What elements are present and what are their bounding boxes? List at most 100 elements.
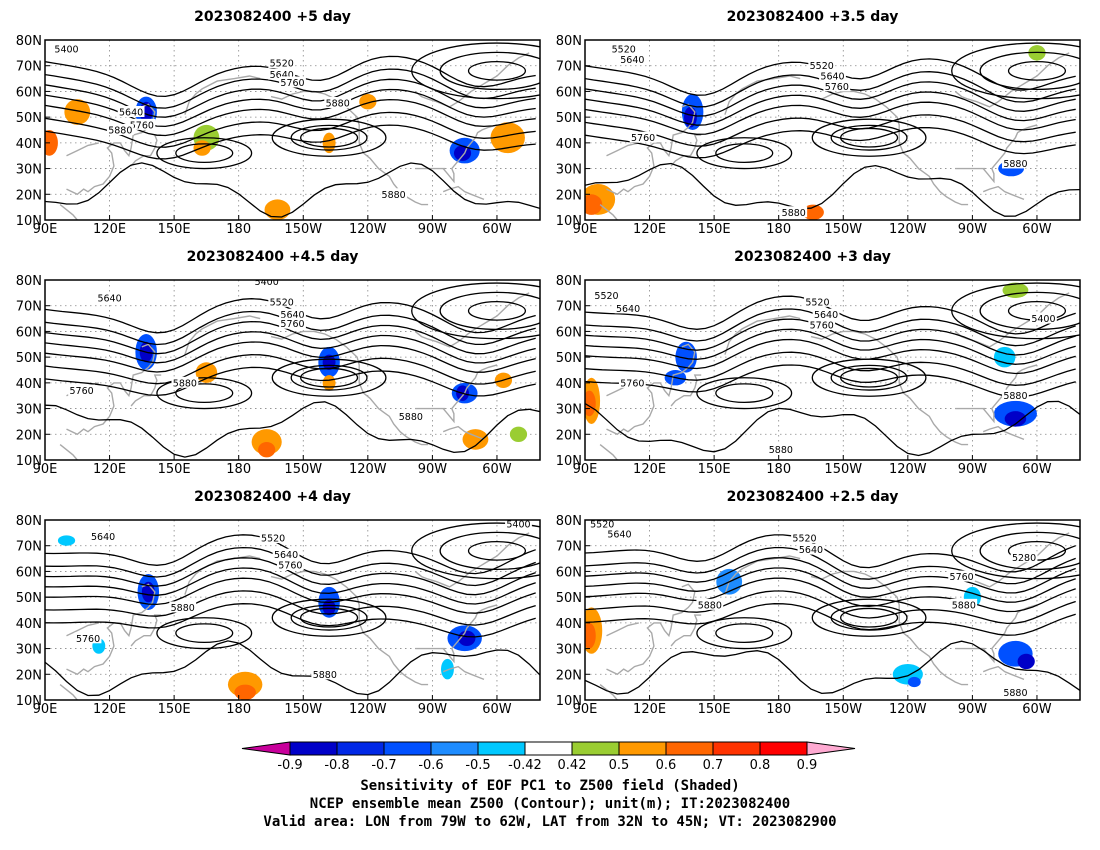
coastline — [606, 142, 639, 157]
contour-label-bg — [106, 124, 134, 135]
contour-label: 5760 — [130, 120, 154, 131]
colorbar-tick-label: 0.7 — [703, 758, 724, 773]
lat-tick-label: 60N — [16, 85, 42, 100]
shading-blob — [585, 622, 596, 649]
z500-contour — [585, 351, 1076, 386]
lat-tick-label: 70N — [556, 60, 582, 75]
lat-tick-label: 10N — [556, 694, 582, 709]
z500-contour — [45, 320, 536, 355]
lon-tick-label: 120W — [889, 702, 927, 717]
contour-label: 5520 — [792, 534, 816, 545]
lat-tick-label: 20N — [556, 428, 582, 443]
lat-tick-label: 60N — [16, 565, 42, 580]
z500-contour-5880 — [585, 162, 1080, 217]
lon-tick-label: 180 — [766, 222, 791, 237]
contour-label: 5520 — [805, 297, 829, 308]
lon-tick-label: 90E — [33, 462, 58, 477]
z500-closed-contour — [175, 143, 234, 164]
z500-contour — [45, 354, 536, 385]
contour-label-bg — [169, 601, 197, 613]
contour-label: 5760 — [280, 319, 304, 330]
contour-label-bg — [593, 289, 620, 301]
contour-label-bg — [1010, 551, 1038, 563]
contour-label-bg — [311, 668, 339, 680]
panel-frame — [584, 519, 1081, 701]
z500-closed-contour — [696, 137, 793, 170]
contour-label-bg — [505, 520, 532, 529]
contour-label: 5760 — [825, 82, 849, 93]
z500-contour — [585, 328, 1076, 365]
shading-blob — [441, 658, 454, 680]
coastline — [810, 330, 969, 446]
z500-contour-5880 — [45, 401, 540, 458]
shading-blob — [264, 199, 291, 220]
z500-closed-contour — [830, 604, 908, 631]
contour-label: 5880 — [952, 600, 976, 611]
lat-tick-label: 70N — [16, 540, 42, 555]
lat-tick-label: 10N — [16, 214, 42, 229]
colorbar-swatch — [571, 741, 620, 756]
lon-tick-label: 60W — [1022, 702, 1052, 717]
contour-label-bg — [791, 532, 818, 543]
lon-tick-label: 90W — [958, 222, 988, 237]
contour-label: 5760 — [810, 321, 834, 332]
lat-tick-label: 20N — [16, 668, 42, 683]
shading-blob — [585, 390, 596, 417]
z500-closed-contour — [290, 124, 368, 151]
colorbar: -0.9 -0.8 -0.7 -0.6 -0.5 -0.42 0.42 0.5 0.6 0.7 0.… — [241, 741, 856, 773]
coastline — [606, 343, 696, 436]
panel-title: 2023082400 +4.5 day — [187, 249, 359, 265]
lat-tick-label: 50N — [16, 591, 42, 606]
panel-frame — [584, 279, 1081, 461]
colorbar-swatch — [336, 741, 385, 756]
colorbar-tick-label: 0.9 — [797, 758, 818, 773]
shading-blob — [322, 599, 336, 616]
lon-tick-label: 120W — [349, 702, 387, 717]
shading-blob — [359, 94, 377, 110]
colorbar-swatch — [524, 741, 573, 756]
lon-tick-label: 150E — [158, 462, 191, 477]
z500-closed-contour — [467, 60, 527, 81]
coastline — [59, 204, 78, 220]
z500-contour — [45, 577, 536, 614]
contour-label-bg — [610, 43, 638, 54]
lat-tick-label: 80N — [16, 274, 42, 289]
z500-contour-5880 — [45, 162, 540, 218]
contour-label-bg — [808, 59, 836, 71]
contour-label: 5640 — [814, 310, 838, 321]
contour-label: 5640 — [616, 304, 640, 315]
contour-label: 5640 — [119, 108, 143, 119]
z500-closed-contour — [300, 127, 359, 148]
shading-blob — [45, 130, 58, 156]
shading-blob — [509, 426, 528, 442]
contour-label: 5520 — [270, 297, 294, 308]
contour-label-bg — [1030, 312, 1057, 324]
contour-label-bg — [812, 308, 840, 320]
z500-closed-contour — [439, 531, 540, 571]
panel-background — [585, 520, 1080, 700]
coastline — [442, 425, 485, 441]
lat-tick-label: 40N — [16, 137, 42, 152]
z500-contour — [585, 114, 1076, 147]
shading-blob — [462, 429, 489, 450]
contour-label-bg — [1002, 157, 1029, 169]
colorbar-tick-label: 0.5 — [609, 758, 630, 773]
z500-closed-contour — [979, 531, 1080, 571]
contour-label: 5640 — [270, 70, 294, 81]
z500-closed-contour — [439, 291, 540, 331]
lat-tick-label: 40N — [16, 377, 42, 392]
z500-contour — [585, 590, 1076, 625]
shading-blob — [322, 132, 336, 154]
z500-closed-contour — [271, 358, 387, 397]
z500-contour — [585, 577, 1076, 613]
lat-tick-label: 80N — [556, 274, 582, 289]
coastline — [66, 622, 99, 637]
lat-tick-label: 20N — [16, 428, 42, 443]
z500-contour — [585, 603, 1076, 636]
contour-label-bg — [618, 376, 646, 388]
lat-tick-label: 30N — [556, 403, 582, 418]
z500-closed-contour — [290, 604, 368, 631]
